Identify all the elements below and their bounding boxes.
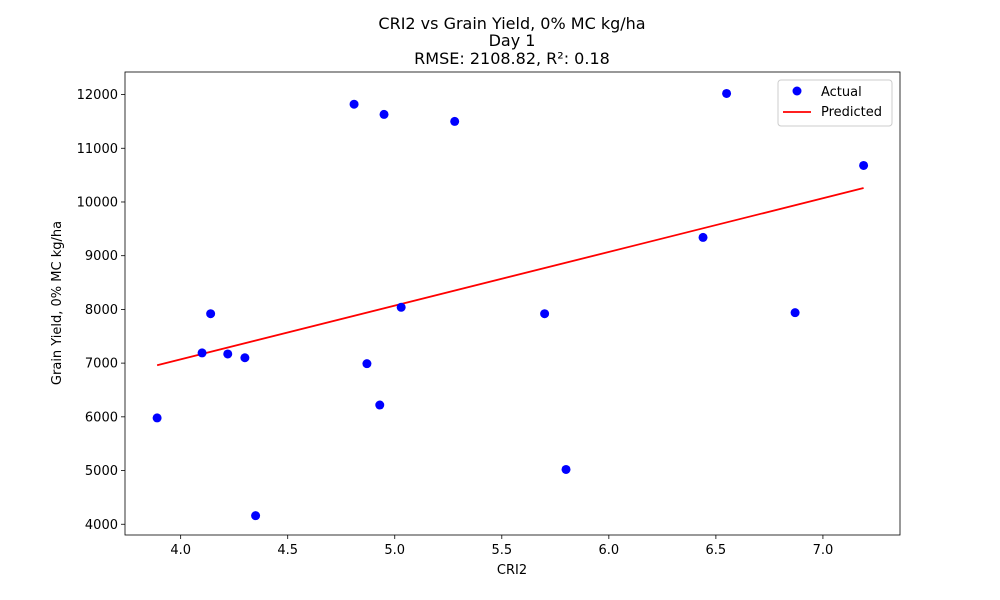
x-tick-label: 6.0 xyxy=(598,543,619,558)
x-tick-label: 5.0 xyxy=(384,543,405,558)
actual-data-point xyxy=(197,348,207,358)
x-axis-label: CRI2 xyxy=(497,563,527,578)
y-tick-label: 4000 xyxy=(85,518,118,533)
actual-data-point xyxy=(251,511,261,521)
actual-data-point xyxy=(722,88,732,98)
y-tick-label: 7000 xyxy=(85,357,118,372)
y-tick-label: 8000 xyxy=(85,303,118,318)
x-tick-label: 4.0 xyxy=(170,543,191,558)
actual-data-point xyxy=(152,413,162,423)
actual-data-point xyxy=(349,99,359,109)
actual-data-point xyxy=(790,308,800,318)
actual-data-point xyxy=(362,359,372,369)
predicted-line xyxy=(156,187,864,367)
chart-title-line-1: CRI2 vs Grain Yield, 0% MC kg/ha xyxy=(378,14,645,33)
legend-predicted-label: Predicted xyxy=(821,105,882,120)
actual-data-point xyxy=(859,160,869,170)
x-tick-label: 5.5 xyxy=(491,543,512,558)
x-tick-label: 7.0 xyxy=(813,543,834,558)
actual-data-point xyxy=(375,400,385,410)
actual-data-point xyxy=(540,309,550,319)
actual-data-point xyxy=(698,232,708,242)
legend-actual-marker xyxy=(792,86,802,96)
actual-data-point xyxy=(379,109,389,119)
x-tick-label: 6.5 xyxy=(706,543,727,558)
chart-title-line-3: RMSE: 2108.82, R²: 0.18 xyxy=(414,49,610,68)
legend-actual-label: Actual xyxy=(821,85,862,100)
plot-frame xyxy=(124,71,901,536)
plot-area: 4.0 4.5 5.0 5.5 6.0 6.5 7.0 4000 5000 6000 7000 800… xyxy=(77,71,901,558)
x-tick-label: 4.5 xyxy=(277,543,298,558)
actual-data-point xyxy=(223,349,233,359)
actual-data-point xyxy=(561,464,571,474)
y-tick-label: 9000 xyxy=(85,249,118,264)
y-tick-label: 6000 xyxy=(85,410,118,425)
y-tick-label: 12000 xyxy=(77,88,118,103)
y-tick-label: 10000 xyxy=(77,195,118,210)
legend: Actual Predicted xyxy=(777,79,893,127)
y-tick-label: 5000 xyxy=(85,464,118,479)
chart-title-line-2: Day 1 xyxy=(489,31,536,50)
actual-data-point xyxy=(450,116,460,126)
legend-box xyxy=(777,79,893,127)
actual-data-point xyxy=(396,302,406,312)
y-axis-label: Grain Yield, 0% MC kg/ha xyxy=(50,221,65,385)
actual-data-point xyxy=(206,309,216,319)
actual-data-point xyxy=(240,353,250,363)
y-tick-label: 11000 xyxy=(77,142,118,157)
